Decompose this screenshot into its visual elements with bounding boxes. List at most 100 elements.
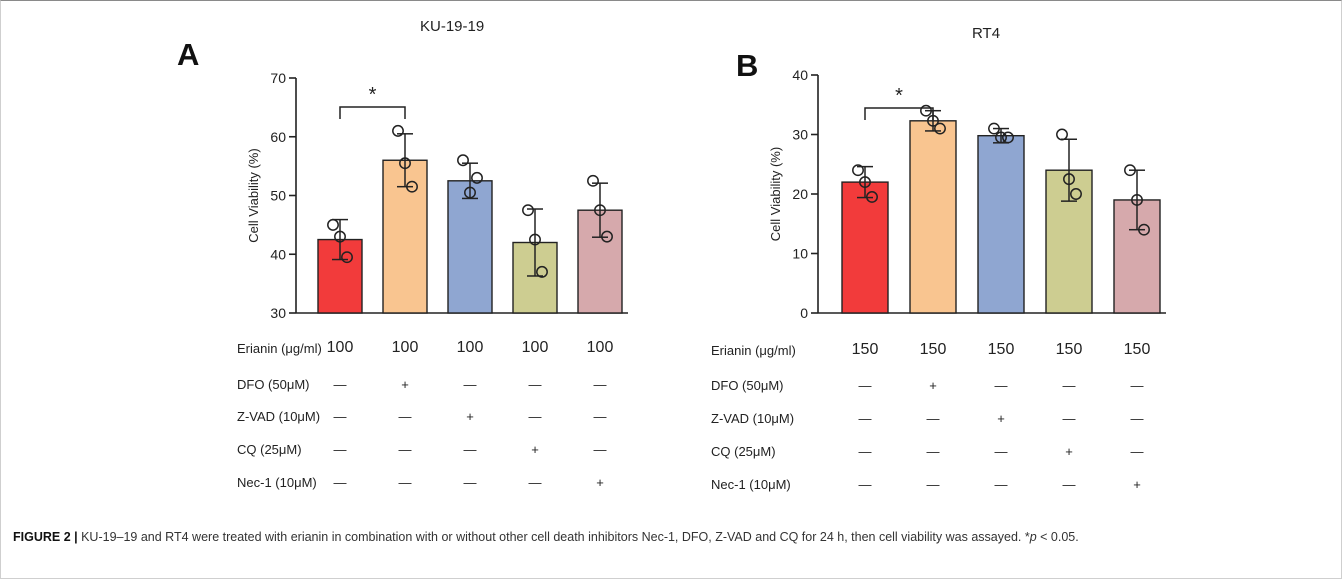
condition-cell: + [466,409,474,424]
data-point [406,180,418,193]
condition-cell: + [596,475,604,490]
condition-cell: — [1062,411,1076,426]
bar [977,134,1025,314]
condition-row: Z-VAD (10μM) — — + — — [237,409,887,431]
condition-cell: — [1062,477,1076,492]
condition-cell: — [1130,444,1144,459]
panel-a-chart: 30 40 50 60 70 Cell Viability (%) * [246,70,628,321]
caption-text: KU-19–19 and RT4 were treated with erian… [77,530,1030,544]
condition-cell: 150 [919,341,947,358]
condition-cell: — [858,444,872,459]
y-tick-label: 10 [792,246,808,262]
data-point [1056,128,1068,141]
condition-cell: — [994,477,1008,492]
condition-cell: — [926,411,940,426]
condition-cell: — [1130,411,1144,426]
data-point [594,204,606,217]
condition-row: Erianin (μg/ml) 100 100 100 100 100 [237,339,887,363]
y-tick-label: 30 [270,305,286,321]
condition-label: DFO (50μM) [711,378,784,393]
panel-a-letter: A [177,37,200,72]
condition-label: Z-VAD (10μM) [711,411,795,426]
condition-row: Z-VAD (10μM) — — + — — [711,411,1342,433]
panel-b-letter: B [736,48,759,83]
condition-cell: 150 [1055,341,1083,358]
condition-cell: 100 [391,339,419,356]
data-point [859,176,871,189]
condition-cell: — [398,409,412,424]
condition-label: Erianin (μg/ml) [237,341,322,356]
data-point [601,230,613,243]
y-axis-label: Cell Viability (%) [246,148,261,242]
significance-bracket [339,106,406,119]
data-point [327,218,339,231]
y-tick-label: 20 [792,186,808,202]
bar [447,180,493,314]
condition-cell: 100 [456,339,484,356]
data-point [988,122,1000,135]
condition-label: DFO (50μM) [237,377,310,392]
caption-p-symbol: p [1029,530,1037,544]
condition-cell: — [333,377,347,392]
condition-cell: — [858,477,872,492]
condition-cell: — [593,409,607,424]
y-tick-label: 70 [270,70,286,86]
panel-a-title: KU-19-19 [420,18,485,35]
condition-cell: 100 [586,339,614,356]
condition-cell: — [463,442,477,457]
data-point [471,171,483,184]
condition-cell: — [1062,378,1076,393]
condition-cell: — [858,411,872,426]
data-point [341,251,353,264]
data-point [995,131,1007,144]
condition-cell: + [401,377,409,392]
data-point [392,124,404,137]
condition-cell: — [593,442,607,457]
data-point [1131,194,1143,206]
significance-label: * [895,85,903,107]
condition-cell: 100 [521,339,549,356]
condition-row: CQ (25μM) — — — + — [711,444,1342,466]
condition-cell: + [1065,444,1073,459]
condition-cell: — [926,444,940,459]
condition-cell: — [528,409,542,424]
data-point [464,186,476,199]
condition-cell: 150 [851,341,879,358]
condition-row: Nec-1 (10μM) — — — — + [711,477,1342,499]
condition-cell: — [398,442,412,457]
caption-text-end: < 0.05. [1036,530,1079,544]
data-point [1063,173,1075,186]
condition-cell: 150 [1123,341,1151,358]
figure-caption: FIGURE 2 | KU-19–19 and RT4 were treated… [13,528,1331,547]
data-point [852,164,864,177]
significance-bracket [864,107,934,120]
condition-cell: — [528,377,542,392]
data-point [1070,188,1082,200]
data-point [522,204,534,217]
condition-cell: 150 [987,341,1015,358]
data-point [1002,131,1014,144]
condition-row: Erianin (μg/ml) 150 150 150 150 150 [711,341,1342,365]
condition-cell: — [333,409,347,424]
y-tick-label: 40 [792,67,808,83]
panel-a: A KU-19-19 30 40 50 60 70 Cell Viability (%) *… [1,1,661,511]
y-tick-label: 0 [800,305,808,321]
condition-row: DFO (50μM) — + — — — [237,377,887,399]
condition-cell: — [1130,378,1144,393]
condition-row: Nec-1 (10μM) — — — — + [237,475,887,497]
condition-cell: — [398,475,412,490]
condition-cell: — [463,377,477,392]
condition-label: CQ (25μM) [711,444,776,459]
condition-cell: + [531,442,539,457]
condition-cell: — [333,442,347,457]
condition-cell: + [997,411,1005,426]
y-tick-label: 60 [270,129,286,145]
condition-cell: — [994,444,1008,459]
y-tick-label: 30 [792,127,808,143]
y-axis-label: Cell Viability (%) [768,147,783,241]
bar [909,120,957,314]
condition-cell: — [528,475,542,490]
condition-cell: — [994,378,1008,393]
data-point [934,122,946,135]
